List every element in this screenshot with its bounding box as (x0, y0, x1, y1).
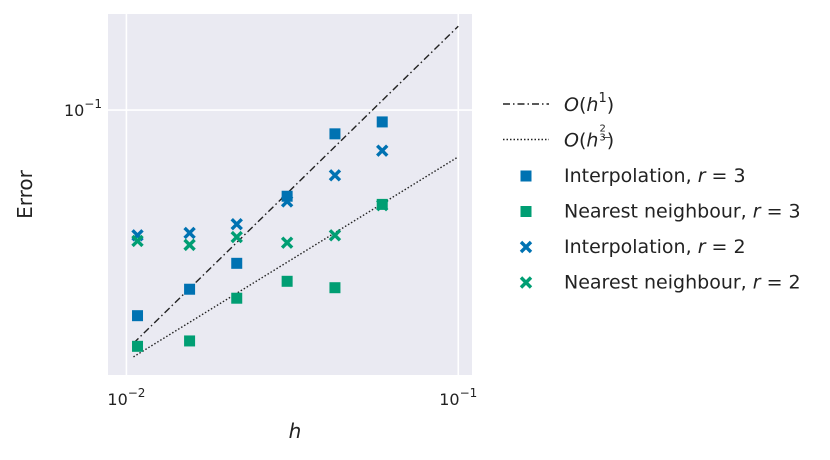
x-point (131, 234, 144, 248)
square-point (231, 292, 243, 304)
legend: O(h1) O(h2 3) Interpolation, r = 3 Nearest n… (503, 91, 801, 294)
legend-label: Interpolation, r = 2 (564, 236, 746, 258)
x-axis-label: h (289, 419, 302, 443)
x-point (280, 236, 294, 249)
x-point (230, 217, 243, 231)
y-tick-label: 10−1 (64, 97, 102, 120)
tick-labels: 10−2 10−1 10−1 (64, 97, 477, 409)
x-point (183, 226, 196, 240)
square-point (281, 190, 293, 202)
legend-marker (520, 206, 532, 217)
square-point (376, 116, 388, 128)
legend-label: Interpolation, r = 3 (564, 165, 746, 187)
x-tick-label: 10−2 (107, 386, 145, 409)
x-point (280, 195, 294, 208)
square-point (231, 257, 243, 269)
legend-marker (519, 240, 533, 254)
x-point (376, 198, 389, 212)
x-point (183, 238, 196, 252)
legend-marker (519, 276, 533, 289)
legend-label: O(h2 3) (564, 124, 614, 152)
square-point (132, 310, 144, 322)
legend-label: Nearest neighbour, r = 2 (564, 272, 801, 294)
x-point (328, 229, 342, 242)
reference-line-dotted (133, 156, 459, 358)
x-tick-label: 10−1 (439, 386, 477, 409)
square-point (281, 275, 293, 287)
square-point (329, 282, 341, 294)
x-point (230, 230, 243, 244)
x-point (376, 144, 389, 157)
y-axis-label: Error (13, 169, 37, 219)
square-point (329, 128, 341, 140)
legend-label: Nearest neighbour, r = 3 (564, 201, 801, 223)
data-marks (131, 116, 389, 352)
square-point (184, 283, 196, 295)
square-point (132, 340, 144, 352)
legend-label: O(h1) (564, 91, 614, 116)
grid (108, 14, 472, 375)
legend-marker (520, 170, 532, 182)
x-point (328, 169, 342, 182)
square-point (184, 335, 196, 347)
